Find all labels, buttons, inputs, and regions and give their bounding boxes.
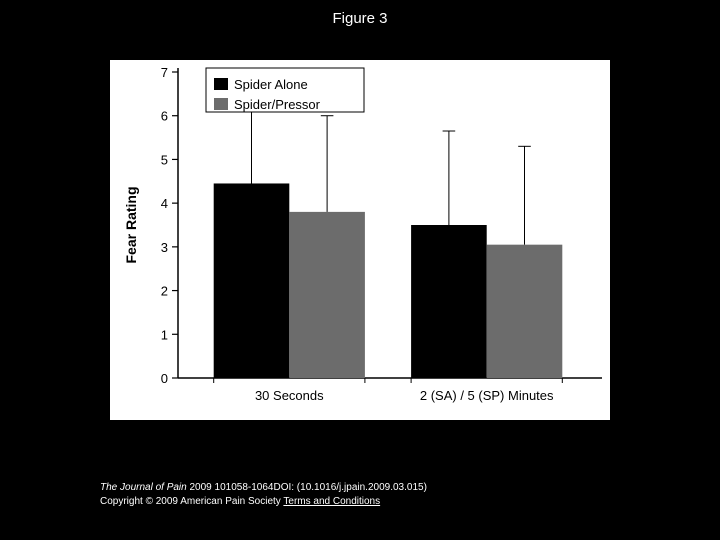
svg-text:30 Seconds: 30 Seconds: [255, 388, 324, 403]
svg-text:6: 6: [161, 109, 168, 124]
terms-link[interactable]: Terms and Conditions: [283, 496, 380, 507]
figure-title: Figure 3: [0, 10, 720, 27]
copyright-text: Copyright © 2009 American Pain Society: [100, 496, 283, 507]
citation-ref: 2009 101058-1064DOI: (10.1016/j.jpain.20…: [187, 482, 427, 493]
svg-text:Spider Alone: Spider Alone: [234, 77, 308, 92]
citation-line-2: Copyright © 2009 American Pain Society T…: [100, 495, 427, 509]
svg-text:5: 5: [161, 152, 168, 167]
svg-text:4: 4: [161, 196, 168, 211]
svg-text:0: 0: [161, 371, 168, 386]
chart-container: 0 1 2 3 4 5 6 7 Fear Rating 30 Seconds 2 (SA) / 5 …: [110, 60, 610, 420]
journal-name: The Journal of Pain: [100, 482, 187, 493]
svg-text:3: 3: [161, 240, 168, 255]
svg-text:2: 2: [161, 284, 168, 299]
svg-text:7: 7: [161, 65, 168, 80]
svg-text:Spider/Pressor: Spider/Pressor: [234, 97, 321, 112]
slide-root: { "figure_title": "Figure 3", "chart": {…: [0, 0, 720, 540]
svg-text:Fear Rating: Fear Rating: [123, 186, 139, 263]
bar-chart: 0 1 2 3 4 5 6 7 Fear Rating 30 Seconds 2 (SA) / 5 …: [110, 60, 610, 420]
citation-line-1: The Journal of Pain 2009 101058-1064DOI:…: [100, 481, 427, 495]
svg-text:1: 1: [161, 327, 168, 342]
svg-text:2 (SA) / 5 (SP) Minutes: 2 (SA) / 5 (SP) Minutes: [420, 388, 554, 403]
citation-block: The Journal of Pain 2009 101058-1064DOI:…: [100, 481, 427, 508]
